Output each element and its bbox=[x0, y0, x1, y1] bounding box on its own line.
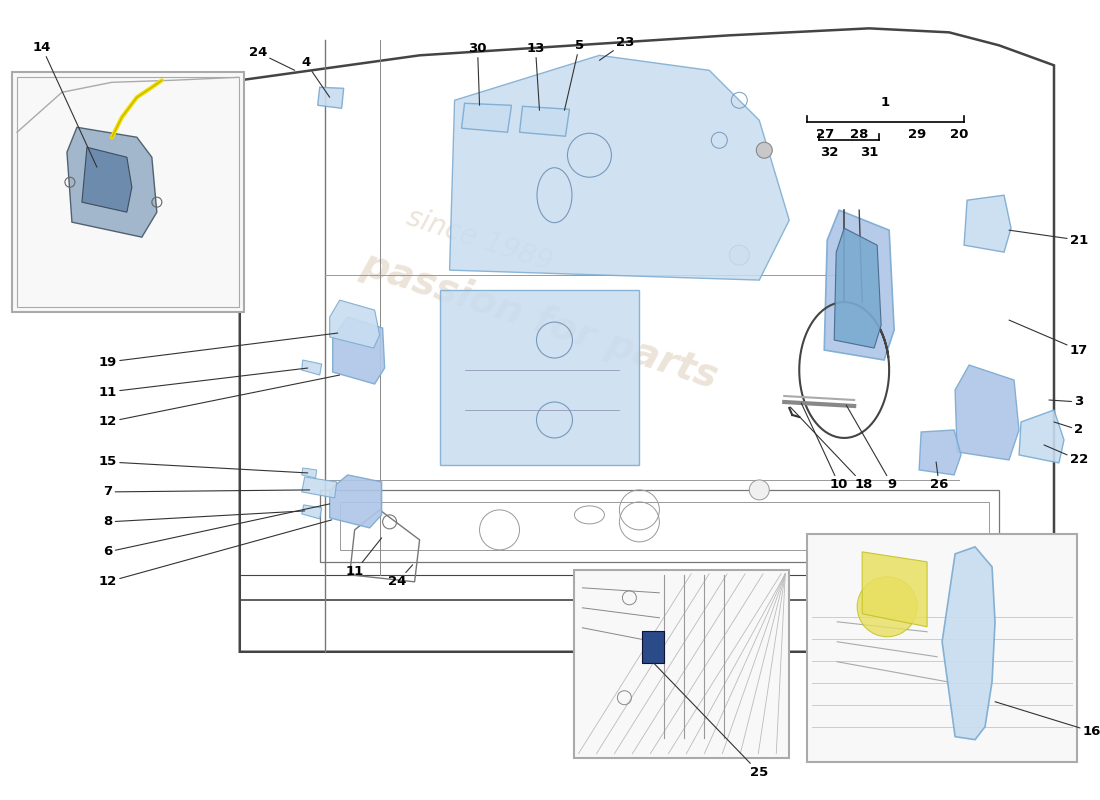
Text: 10: 10 bbox=[801, 403, 848, 491]
Polygon shape bbox=[330, 475, 382, 528]
Text: 12: 12 bbox=[99, 520, 332, 588]
Text: 14: 14 bbox=[33, 41, 97, 167]
Text: 32: 32 bbox=[820, 146, 838, 158]
Text: 6: 6 bbox=[103, 504, 330, 558]
Text: 7: 7 bbox=[103, 486, 310, 498]
Text: since 1989: since 1989 bbox=[403, 203, 556, 277]
FancyBboxPatch shape bbox=[807, 534, 1077, 762]
Polygon shape bbox=[67, 127, 157, 237]
Polygon shape bbox=[332, 317, 385, 384]
Circle shape bbox=[749, 480, 769, 500]
Text: 1: 1 bbox=[881, 96, 890, 109]
Polygon shape bbox=[450, 55, 789, 280]
Text: 23: 23 bbox=[600, 36, 635, 60]
Polygon shape bbox=[301, 360, 321, 375]
Text: 24: 24 bbox=[388, 565, 412, 588]
Bar bbox=[642, 630, 664, 662]
Polygon shape bbox=[81, 147, 132, 212]
Polygon shape bbox=[824, 210, 894, 360]
Polygon shape bbox=[440, 290, 639, 465]
Text: 9: 9 bbox=[846, 405, 896, 491]
Circle shape bbox=[757, 142, 772, 158]
FancyBboxPatch shape bbox=[12, 72, 244, 312]
Text: 28: 28 bbox=[850, 128, 868, 141]
Circle shape bbox=[857, 577, 917, 637]
Polygon shape bbox=[318, 87, 343, 108]
Text: 15: 15 bbox=[99, 455, 308, 473]
Polygon shape bbox=[862, 552, 927, 626]
Polygon shape bbox=[955, 365, 1019, 460]
Text: 18: 18 bbox=[790, 407, 873, 491]
Polygon shape bbox=[462, 103, 512, 132]
Text: 8: 8 bbox=[103, 511, 305, 528]
Polygon shape bbox=[942, 547, 996, 740]
Text: 20: 20 bbox=[950, 128, 968, 141]
Text: 12: 12 bbox=[99, 375, 340, 429]
Polygon shape bbox=[1019, 410, 1064, 463]
Text: 22: 22 bbox=[1044, 445, 1088, 466]
Text: 25: 25 bbox=[653, 662, 769, 779]
Text: 26: 26 bbox=[930, 462, 948, 491]
Polygon shape bbox=[834, 228, 881, 348]
Text: 27: 27 bbox=[816, 128, 834, 141]
Polygon shape bbox=[330, 300, 380, 348]
Text: 31: 31 bbox=[860, 146, 879, 158]
Text: 11: 11 bbox=[345, 538, 382, 578]
Text: 2: 2 bbox=[1054, 422, 1084, 437]
Text: passion for parts: passion for parts bbox=[356, 244, 723, 396]
Polygon shape bbox=[301, 477, 337, 498]
Text: 11: 11 bbox=[99, 368, 308, 398]
Text: 3: 3 bbox=[1049, 395, 1084, 409]
Text: 24: 24 bbox=[249, 46, 295, 70]
Text: 29: 29 bbox=[908, 128, 926, 141]
Polygon shape bbox=[301, 468, 317, 478]
Text: 19: 19 bbox=[99, 333, 338, 369]
Polygon shape bbox=[519, 106, 570, 136]
Polygon shape bbox=[301, 505, 321, 519]
Polygon shape bbox=[964, 195, 1011, 252]
Text: 17: 17 bbox=[1009, 320, 1088, 357]
Text: 30: 30 bbox=[469, 42, 487, 106]
Polygon shape bbox=[920, 430, 961, 475]
Text: 16: 16 bbox=[996, 702, 1100, 738]
FancyBboxPatch shape bbox=[574, 570, 789, 758]
Circle shape bbox=[729, 245, 749, 265]
Text: 5: 5 bbox=[564, 39, 584, 110]
Text: 4: 4 bbox=[301, 56, 330, 98]
Text: 21: 21 bbox=[1009, 230, 1088, 246]
Text: 13: 13 bbox=[526, 42, 544, 110]
